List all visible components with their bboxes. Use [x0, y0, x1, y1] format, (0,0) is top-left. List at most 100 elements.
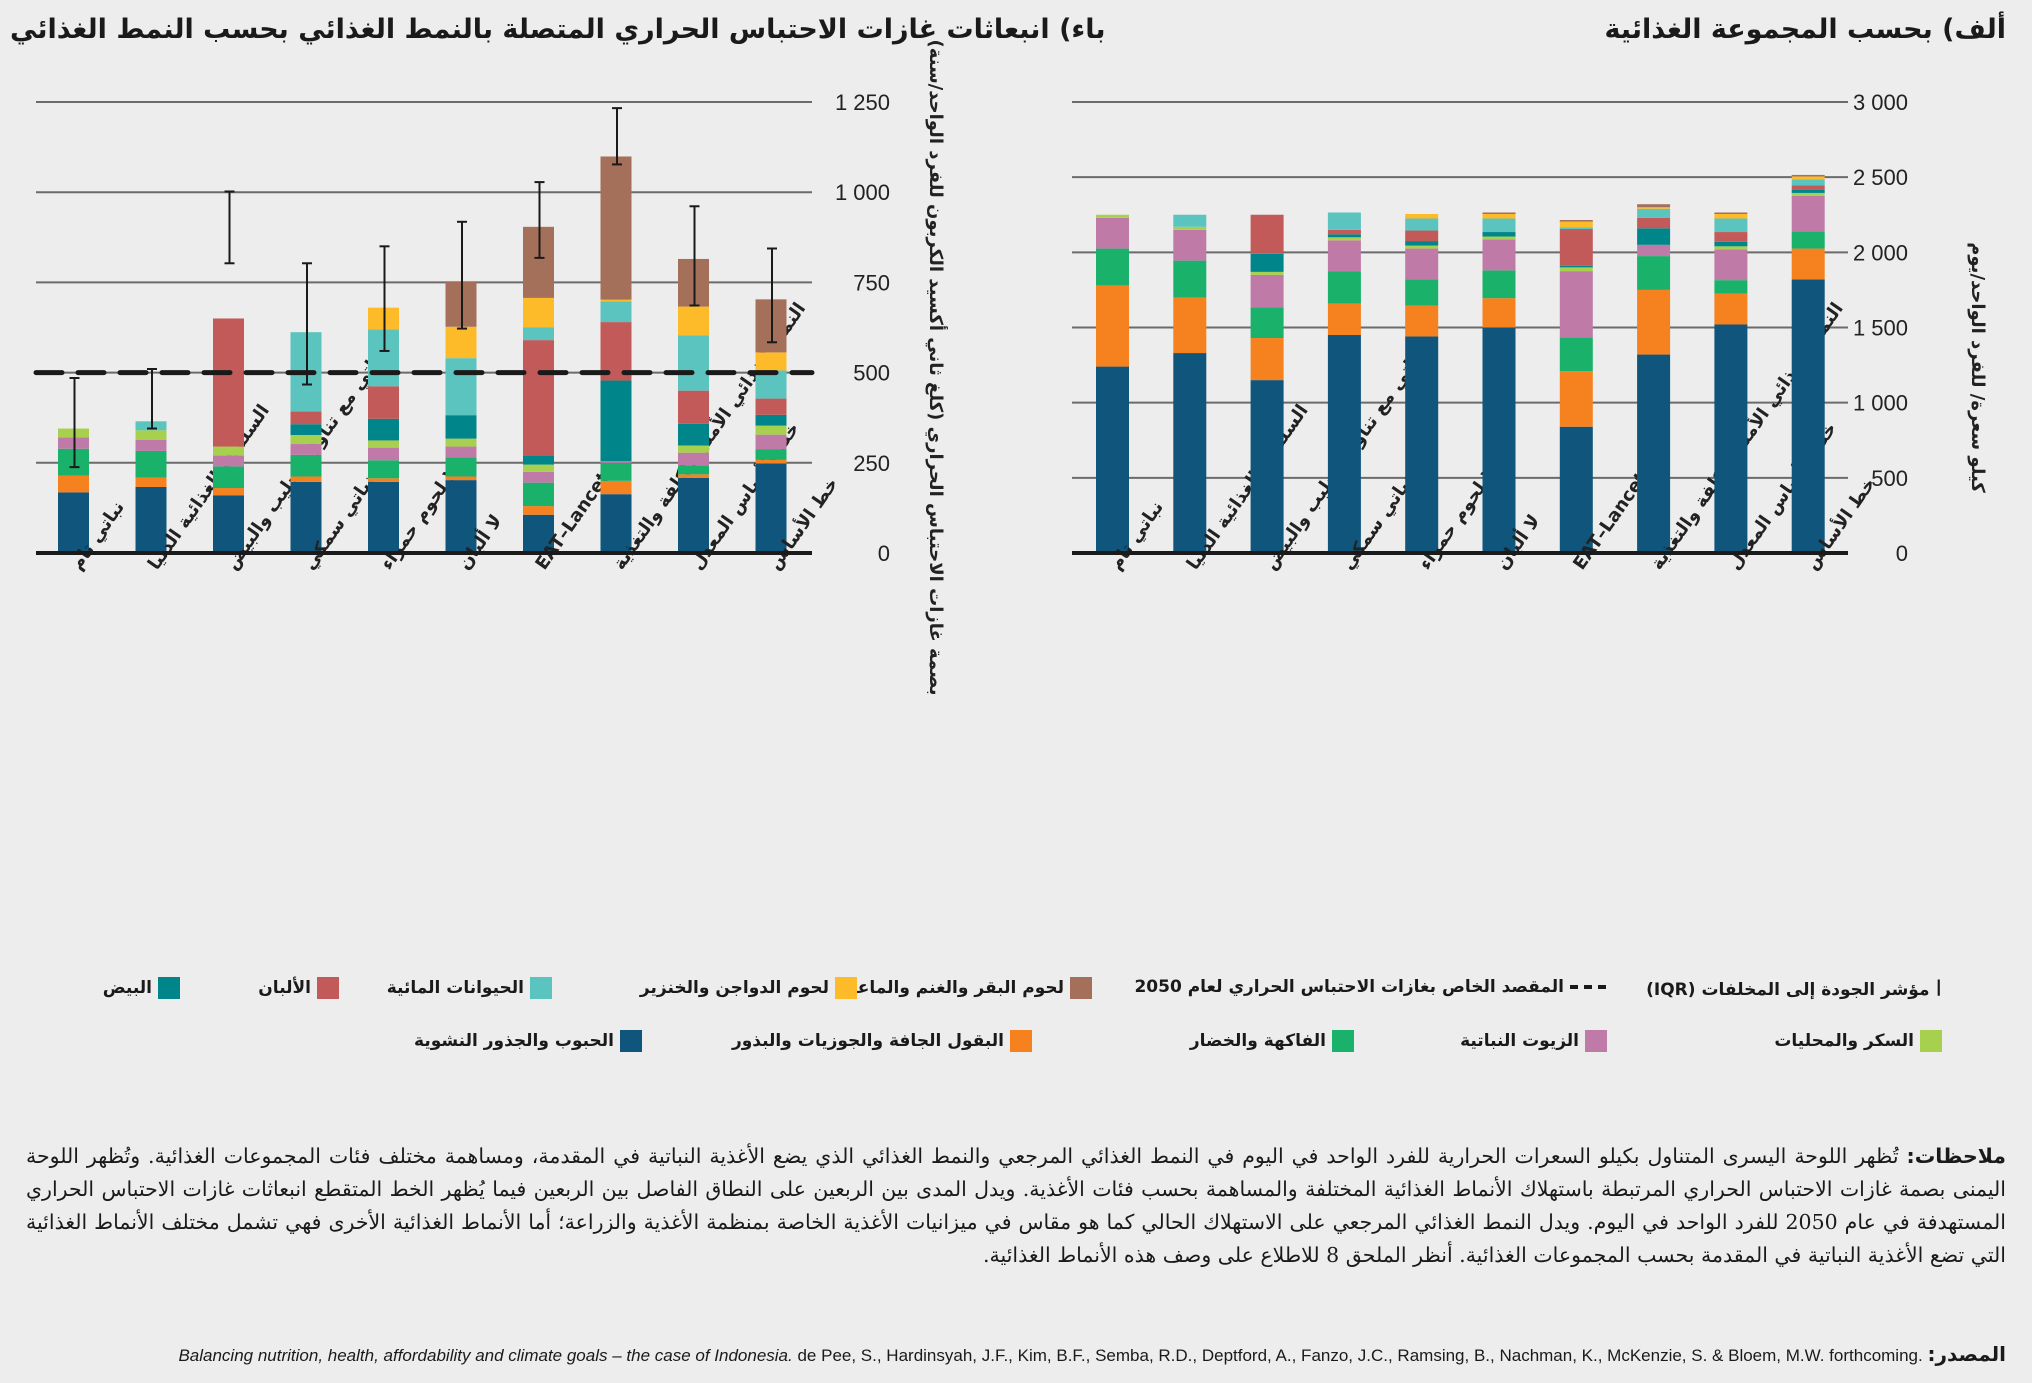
bar-segment-eggs [1791, 189, 1825, 193]
y-tick-label: 2 000 [1853, 240, 1908, 265]
bar-segment-fruitveg [368, 460, 399, 479]
y-tick-label: 2 500 [1853, 165, 1908, 190]
legend-fruitveg-label: الفاكهة والخضار [1189, 1031, 1326, 1051]
bar-segment-dairy [523, 340, 554, 456]
bar-segment-fish [678, 335, 709, 391]
bar-segment-grains [1559, 426, 1593, 553]
y-tick-label: 500 [853, 361, 890, 386]
bar-segment-grains [1096, 366, 1129, 553]
fruitveg-swatch [1332, 1030, 1354, 1052]
bar-segment-eggs [600, 380, 632, 461]
bar-segment-grains [58, 492, 89, 553]
bar-segment-beef [1482, 212, 1516, 214]
bar-segment-eggs [445, 415, 477, 439]
bar-segment-poultry [1482, 213, 1516, 219]
bar-segment-sugar [755, 425, 787, 435]
bar-segment-dairy [1791, 185, 1825, 190]
legend-fruitveg: الفاكهة والخضار [1190, 1030, 1354, 1052]
bar-segment-legumes [1173, 297, 1207, 354]
bar-segment-legumes [1405, 305, 1439, 337]
bar-segment-oils [1559, 271, 1593, 338]
bar-segment-fruitveg [1482, 270, 1516, 299]
bar-segment-grains [678, 477, 709, 553]
bar-segment-sugar [1096, 214, 1129, 218]
y-tick-label: 1 000 [835, 180, 890, 205]
legend-fish-label: الحيوانات المائية [386, 978, 524, 998]
bar-segment-sugar [523, 464, 554, 472]
bar-segment-oils [368, 447, 399, 461]
bar-segment-fruitveg [678, 465, 709, 475]
bar-segment-grains [523, 514, 554, 553]
bar-segment-fish [523, 327, 554, 341]
bar-segment-oils [1173, 229, 1207, 261]
bar-segment-sugar [290, 435, 322, 445]
bar-segment-fruitveg [1405, 279, 1439, 306]
bar-segment-sugar [1250, 271, 1284, 275]
bar-segment-grains [1714, 324, 1748, 553]
bar-segment-sugar [1327, 237, 1361, 241]
bar-segment-sugar [1173, 226, 1207, 230]
bar-segment-dairy [1637, 217, 1671, 229]
bar-segment-sugar [1482, 236, 1516, 240]
bar-segment-legumes [1482, 298, 1516, 328]
bar-segment-fruitveg [523, 482, 554, 507]
legend-fish: الحيوانات المائية [387, 977, 552, 999]
bar-segment-grains [135, 486, 167, 553]
legend-target: المقصد الخاص بغازات الاحتباس الحراري لعا… [1134, 977, 1606, 997]
bar-segment-legumes [1327, 303, 1361, 336]
bar-segment-eggs [1327, 234, 1361, 238]
bar-segment-oils [290, 444, 322, 455]
bar-segment-legumes [523, 506, 554, 515]
bar-segment-poultry [1791, 176, 1825, 180]
legend-oils: الزيوت النباتية [1460, 1030, 1607, 1052]
bar-segment-legumes [755, 459, 787, 464]
dashed-line-icon [1570, 985, 1606, 989]
bar-segment-sugar [135, 430, 167, 440]
bar-segment-beef [600, 156, 632, 300]
bar-segment-poultry [523, 297, 554, 328]
bar-segment-legumes [1791, 248, 1825, 280]
grains-swatch [620, 1030, 642, 1052]
bar-segment-fish [1482, 218, 1516, 233]
iqr-icon: Ι [1935, 977, 1943, 1002]
bar-segment-sugar [1559, 267, 1593, 272]
bar-segment-dairy [755, 398, 787, 415]
bar-segment-legumes [290, 476, 322, 482]
legend-sugar-label: السكر والمحليات [1774, 1031, 1914, 1051]
bar-segment-fruitveg [213, 466, 244, 489]
poultry-swatch [835, 977, 857, 999]
bar-segment-grains [755, 463, 787, 553]
bar-segment-fruitveg [1096, 248, 1129, 286]
legend-beef-label: لحوم البقر والغنم والماعز [847, 978, 1064, 998]
bar-segment-beef [1559, 220, 1593, 222]
y-tick-label: 1 250 [835, 90, 890, 115]
bar-segment-grains [290, 481, 322, 553]
bar-segment-fruitveg [1714, 280, 1748, 294]
bar-segment-legumes [213, 488, 244, 496]
bar-segment-dairy [1714, 232, 1748, 242]
y-tick-label: 0 [1896, 541, 1908, 566]
bar-segment-fruitveg [1327, 271, 1361, 304]
bar-segment-poultry [1559, 221, 1593, 228]
legend-grains: الحبوب والجذور النشوية [414, 1030, 642, 1052]
bar-segment-legumes [445, 476, 477, 481]
bar-segment-legumes [368, 478, 399, 482]
bar-segment-dairy [678, 390, 709, 424]
bar-segment-oils [1714, 249, 1748, 281]
bar-segment-dairy [1327, 229, 1361, 235]
bar-segment-oils [213, 455, 244, 467]
sugar-swatch [1920, 1030, 1942, 1052]
bar-segment-oils [1250, 274, 1284, 308]
bar-segment-fruitveg [1637, 256, 1671, 290]
bar-segment-dairy [213, 318, 244, 447]
bar-segment-eggs [523, 455, 554, 465]
legend-target-label: المقصد الخاص بغازات الاحتباس الحراري لعا… [1134, 977, 1564, 997]
bar-segment-fruitveg [290, 454, 322, 477]
bar-segment-eggs [290, 424, 322, 436]
legend-poultry: لحوم الدواجن والخنزير [640, 977, 857, 999]
bar-segment-legumes [1250, 338, 1284, 381]
bar-segment-legumes [1559, 371, 1593, 427]
